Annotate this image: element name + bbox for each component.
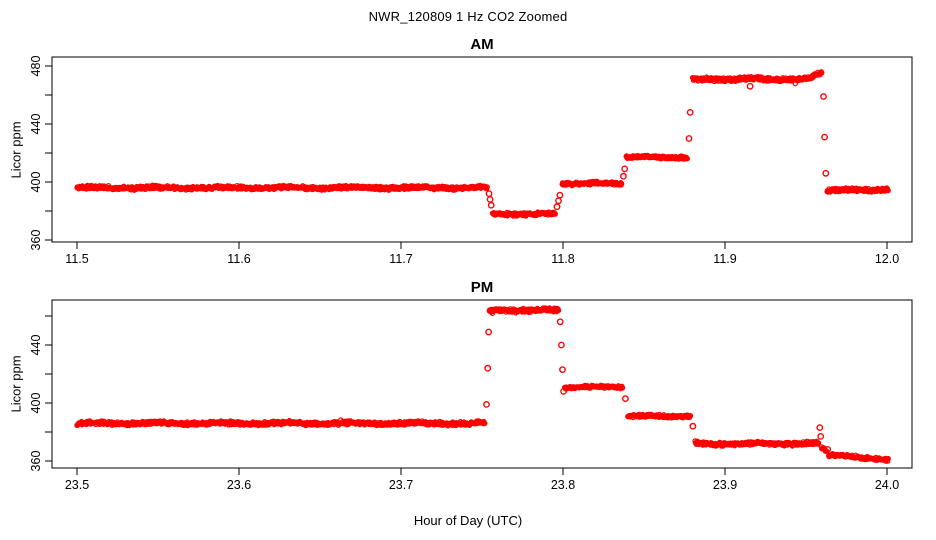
y-tick-label: 440 <box>29 114 43 135</box>
am-panel-title: AM <box>470 36 494 53</box>
plot-box-am <box>51 56 913 243</box>
plot-box-pm <box>51 299 913 469</box>
pm-transition-points <box>483 318 832 453</box>
x-tick-label: 11.6 <box>227 252 250 266</box>
x-tick-label: 11.7 <box>389 252 412 266</box>
y-tick-label: 400 <box>29 393 43 414</box>
x-tick-label: 11.5 <box>65 252 88 266</box>
x-tick-label: 23.9 <box>713 478 737 492</box>
pm-panel-title: PM <box>470 279 494 296</box>
am-data-points <box>74 69 891 219</box>
y-tick-label: 440 <box>29 335 43 356</box>
pm-data-points <box>74 305 891 464</box>
x-tick-label: 12.0 <box>875 252 899 266</box>
x-axis-label: Hour of Day (UTC) <box>413 513 523 528</box>
x-tick-label: 23.6 <box>227 478 251 492</box>
y-tick-label: 480 <box>29 56 43 77</box>
am-y-axis-label: Licor ppm <box>8 121 24 179</box>
x-tick-label: 23.7 <box>389 478 413 492</box>
y-tick-label: 360 <box>29 230 43 251</box>
x-tick-label: 11.9 <box>713 252 736 266</box>
am-transition-points <box>485 82 830 211</box>
chart-main-title: NWR_120809 1 Hz CO2 Zoomed <box>368 9 568 24</box>
x-tick-label: 11.8 <box>551 252 574 266</box>
y-tick-label: 400 <box>29 172 43 193</box>
y-tick-label: 360 <box>29 451 43 472</box>
x-tick-label: 23.8 <box>551 478 575 492</box>
x-tick-label: 24.0 <box>875 478 899 492</box>
x-tick-label: 23.5 <box>65 478 89 492</box>
pm-y-axis-label: Licor ppm <box>8 355 24 413</box>
